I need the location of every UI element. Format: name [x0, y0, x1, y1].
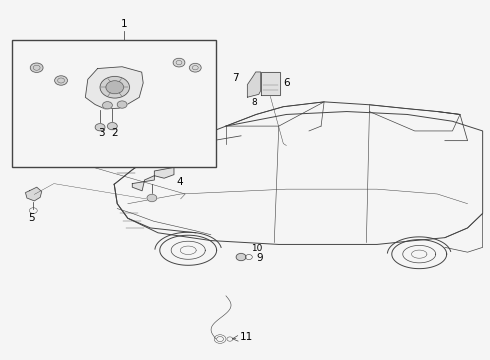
Text: 5: 5 [28, 213, 35, 223]
Polygon shape [25, 187, 42, 201]
Circle shape [100, 76, 129, 98]
Circle shape [190, 63, 201, 72]
Text: 4: 4 [176, 177, 183, 187]
Circle shape [147, 194, 157, 202]
Text: 3: 3 [98, 128, 104, 138]
Circle shape [107, 122, 117, 130]
Text: 8: 8 [251, 98, 257, 107]
Circle shape [106, 81, 123, 94]
Circle shape [236, 253, 246, 261]
Text: 9: 9 [257, 253, 263, 264]
Text: 11: 11 [240, 332, 253, 342]
Text: 7: 7 [232, 73, 239, 84]
Polygon shape [247, 72, 261, 97]
Polygon shape [261, 72, 280, 95]
Circle shape [95, 123, 105, 131]
Circle shape [55, 76, 68, 85]
Circle shape [30, 63, 43, 72]
Text: 6: 6 [283, 78, 290, 88]
Polygon shape [85, 67, 143, 109]
Circle shape [102, 102, 112, 109]
Text: 10: 10 [251, 244, 262, 253]
Bar [12, 40, 216, 167]
Text: 1: 1 [121, 19, 127, 29]
Polygon shape [132, 167, 174, 191]
Text: 2: 2 [111, 128, 118, 138]
Circle shape [173, 58, 185, 67]
Circle shape [117, 101, 127, 108]
